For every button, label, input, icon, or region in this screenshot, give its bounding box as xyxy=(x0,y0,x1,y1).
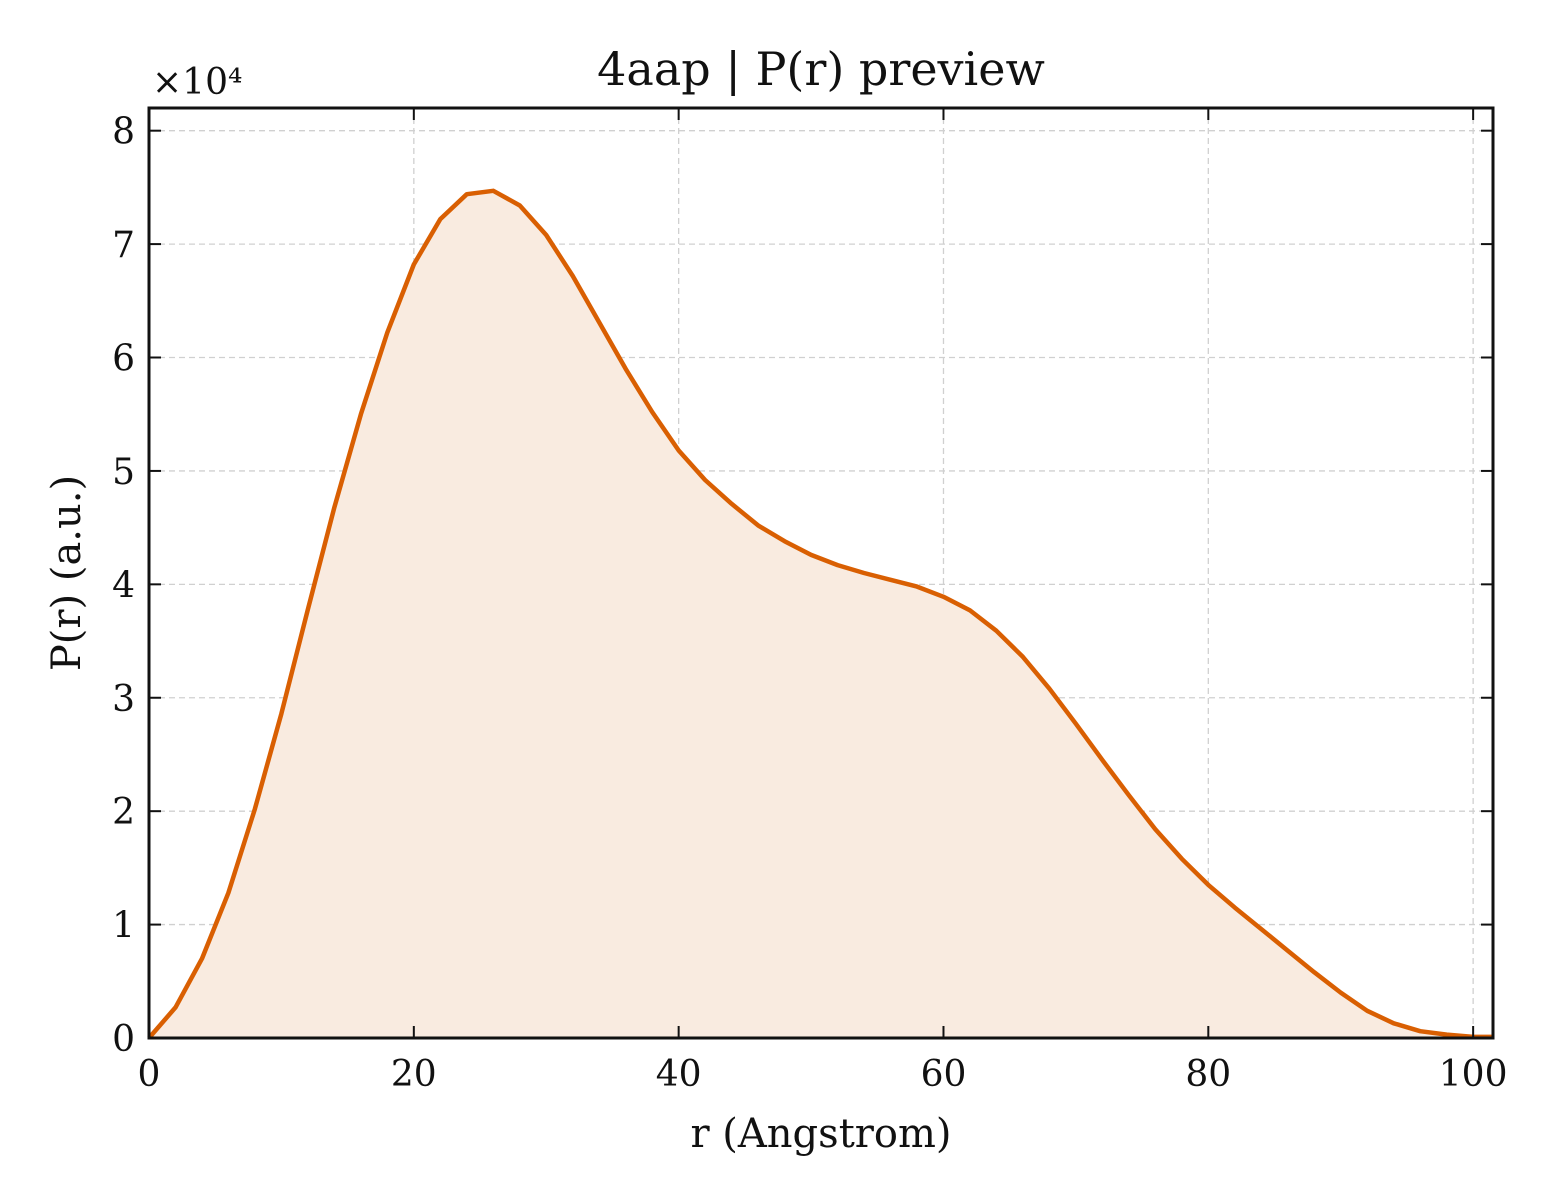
y-axis-multiplier: ×10⁴ xyxy=(152,62,242,103)
plot-frame xyxy=(147,106,1495,1040)
x-tick-label-3: 60 xyxy=(921,1054,967,1095)
y-tick-label-5: 5 xyxy=(112,452,135,493)
y-tick-label-1: 1 xyxy=(112,906,135,947)
x-tick-label-1: 20 xyxy=(391,1054,437,1095)
tick-layer: 0 20 40 60 80 100 0 1 2 3 4 5 6 7 8 xyxy=(112,108,1507,1095)
x-tick-label-0: 0 xyxy=(138,1054,161,1095)
x-tick-label-2: 40 xyxy=(656,1054,702,1095)
pr-area-fill xyxy=(149,190,1493,1039)
pr-series-line xyxy=(147,188,1493,1040)
x-axis-label: r (Angstrom) xyxy=(690,1111,951,1157)
chart-title: 4aap | P(r) preview xyxy=(597,42,1045,96)
y-tick-label-6: 6 xyxy=(112,339,135,380)
y-tick-label-8: 8 xyxy=(112,112,135,153)
y-tick-label-0: 0 xyxy=(112,1019,135,1060)
y-tick-label-3: 3 xyxy=(112,679,135,720)
x-tick-label-4: 80 xyxy=(1185,1054,1231,1095)
x-tick-label-5: 100 xyxy=(1439,1054,1508,1095)
y-tick-label-7: 7 xyxy=(112,225,135,266)
y-tick-label-2: 2 xyxy=(112,792,135,833)
y-axis-label: P(r) (a.u.) xyxy=(44,475,90,671)
y-tick-label-4: 4 xyxy=(112,565,135,606)
